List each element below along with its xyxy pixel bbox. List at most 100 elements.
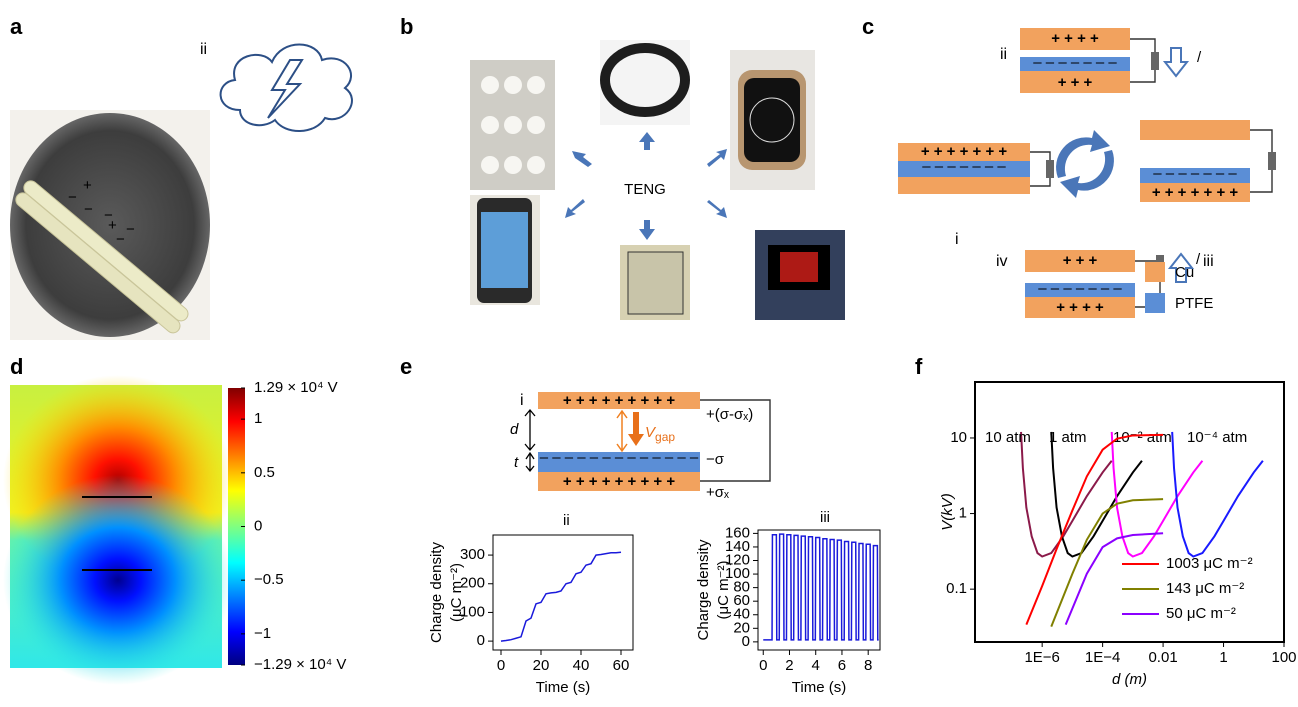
x-tick-label: 60 (613, 657, 630, 674)
plot-frame (975, 382, 1284, 642)
charges: – – – – – – – (1033, 54, 1117, 71)
vgap-subscript: gap (655, 430, 675, 444)
sub-label: iii (820, 509, 830, 526)
data-line (1051, 499, 1163, 626)
panel-label: f (915, 354, 923, 379)
colorbar-label: −1.29 × 10⁴ V (254, 656, 346, 673)
data-line (1026, 435, 1163, 625)
data-line (763, 534, 878, 640)
x-tick-label: 100 (1271, 649, 1296, 666)
y-tick-label: 300 (460, 546, 485, 563)
mark: / (1197, 49, 1202, 66)
charges: – – – – – – – (1038, 280, 1122, 297)
charges: – – – – – – – (1153, 165, 1237, 182)
charges: + + + + (1056, 299, 1104, 316)
legend-label: 1003 μC m⁻² (1166, 555, 1253, 572)
y-axis-label: Charge density (428, 542, 445, 643)
curve-label: 10 atm (985, 429, 1031, 446)
sign: − (84, 201, 93, 218)
y-tick-label: 0.1 (946, 580, 967, 597)
x-tick-label: 8 (864, 657, 872, 674)
x-tick-label: 4 (812, 657, 820, 674)
colorbar-label: 0.5 (254, 464, 275, 481)
legend-label: 143 μC m⁻² (1166, 580, 1244, 597)
sign: − (116, 231, 125, 248)
y-tick-label: 1 (959, 505, 967, 522)
panel-label: c (862, 14, 874, 39)
x-tick-label: 0 (497, 657, 505, 674)
data-line (1172, 432, 1263, 557)
sign: + (83, 177, 92, 194)
curve-label: 10⁻⁴ atm (1187, 429, 1247, 446)
data-line (1066, 533, 1163, 624)
state-label: ii (1000, 46, 1007, 63)
legend-swatch (1145, 262, 1165, 282)
x-tick-label: 0.01 (1148, 649, 1177, 666)
y-tick-label: 160 (725, 524, 750, 541)
legend-label: Cu (1175, 264, 1194, 281)
vgap-label: Vgap (645, 424, 675, 444)
x-axis-label: Time (s) (536, 679, 590, 696)
colorbar-label: 0 (254, 517, 262, 534)
charges: + + + (1063, 252, 1098, 269)
gap-label: d (510, 421, 519, 438)
y-axis-label: (μC m⁻²) (448, 563, 465, 622)
thickness-label: t (514, 454, 519, 471)
y-axis-label: V(kV) (939, 493, 956, 531)
x-tick-label: 20 (533, 657, 550, 674)
data-line (1021, 432, 1112, 557)
charges: – – – – – – – (922, 158, 1006, 175)
panel-label: d (10, 354, 23, 379)
legend-swatch (1145, 293, 1165, 313)
sub-label: i (520, 392, 524, 409)
state-label: iii (1203, 253, 1214, 270)
x-tick-label: 0 (759, 657, 767, 674)
y-tick-label: 0 (477, 632, 485, 649)
field-map (3, 375, 233, 685)
sub-label: ii (200, 41, 207, 58)
charges: + + + + + + + (1152, 184, 1239, 201)
data-line (1112, 432, 1203, 557)
charges: – – – – – – – – – – – – – (540, 449, 699, 466)
panel-label: a (10, 14, 23, 39)
charge-label: +σₓ (706, 484, 729, 501)
y-tick-label: 10 (950, 429, 967, 446)
charges: + + + (1058, 74, 1093, 91)
legend-label: PTFE (1175, 295, 1213, 312)
data-line (1051, 432, 1142, 557)
panel-label: e (400, 354, 412, 379)
x-tick-label: 2 (785, 657, 793, 674)
colorbar-label: −1 (254, 625, 271, 642)
charge-label: −σ (706, 451, 725, 468)
state-label: iv (996, 253, 1008, 270)
curve-label: 1 atm (1049, 429, 1087, 446)
legend-label: 50 μC m⁻² (1166, 605, 1236, 622)
sign: − (126, 221, 135, 238)
x-tick-label: 1E−4 (1085, 649, 1120, 666)
x-tick-label: 6 (838, 657, 846, 674)
sign: − (68, 189, 77, 206)
data-line (501, 552, 621, 641)
colorbar-label: 1 (254, 410, 262, 427)
colorbar-ticks: 1.29 × 10⁴ V 1 0.5 0 −0.5 −1 −1.29 × 10⁴ V (241, 379, 346, 673)
state-label: i (955, 231, 959, 248)
colorbar-label: −0.5 (254, 571, 284, 588)
charge-label: +(σ-σₓ) (706, 406, 753, 423)
cloud (221, 45, 352, 132)
x-axis-label: Time (s) (792, 679, 846, 696)
mark: / (1196, 251, 1201, 268)
figure: a i ii + − − − + − − b TENG c + + + + – … (0, 0, 1298, 707)
sub-label: ii (563, 512, 570, 529)
x-tick-label: 1 (1219, 649, 1227, 666)
panel-label: b (400, 14, 413, 39)
y-axis-label: (μC m⁻²) (715, 560, 732, 619)
y-axis-label: Charge density (695, 539, 712, 640)
colorbar-label: 1.29 × 10⁴ V (254, 379, 338, 396)
x-tick-label: 1E−6 (1024, 649, 1059, 666)
x-axis-label: d (m) (1112, 671, 1147, 688)
charges: + + + + (1051, 30, 1099, 47)
center-label: TENG (624, 181, 666, 198)
charges: + + + + + + + + + (563, 473, 675, 490)
x-tick-label: 40 (573, 657, 590, 674)
